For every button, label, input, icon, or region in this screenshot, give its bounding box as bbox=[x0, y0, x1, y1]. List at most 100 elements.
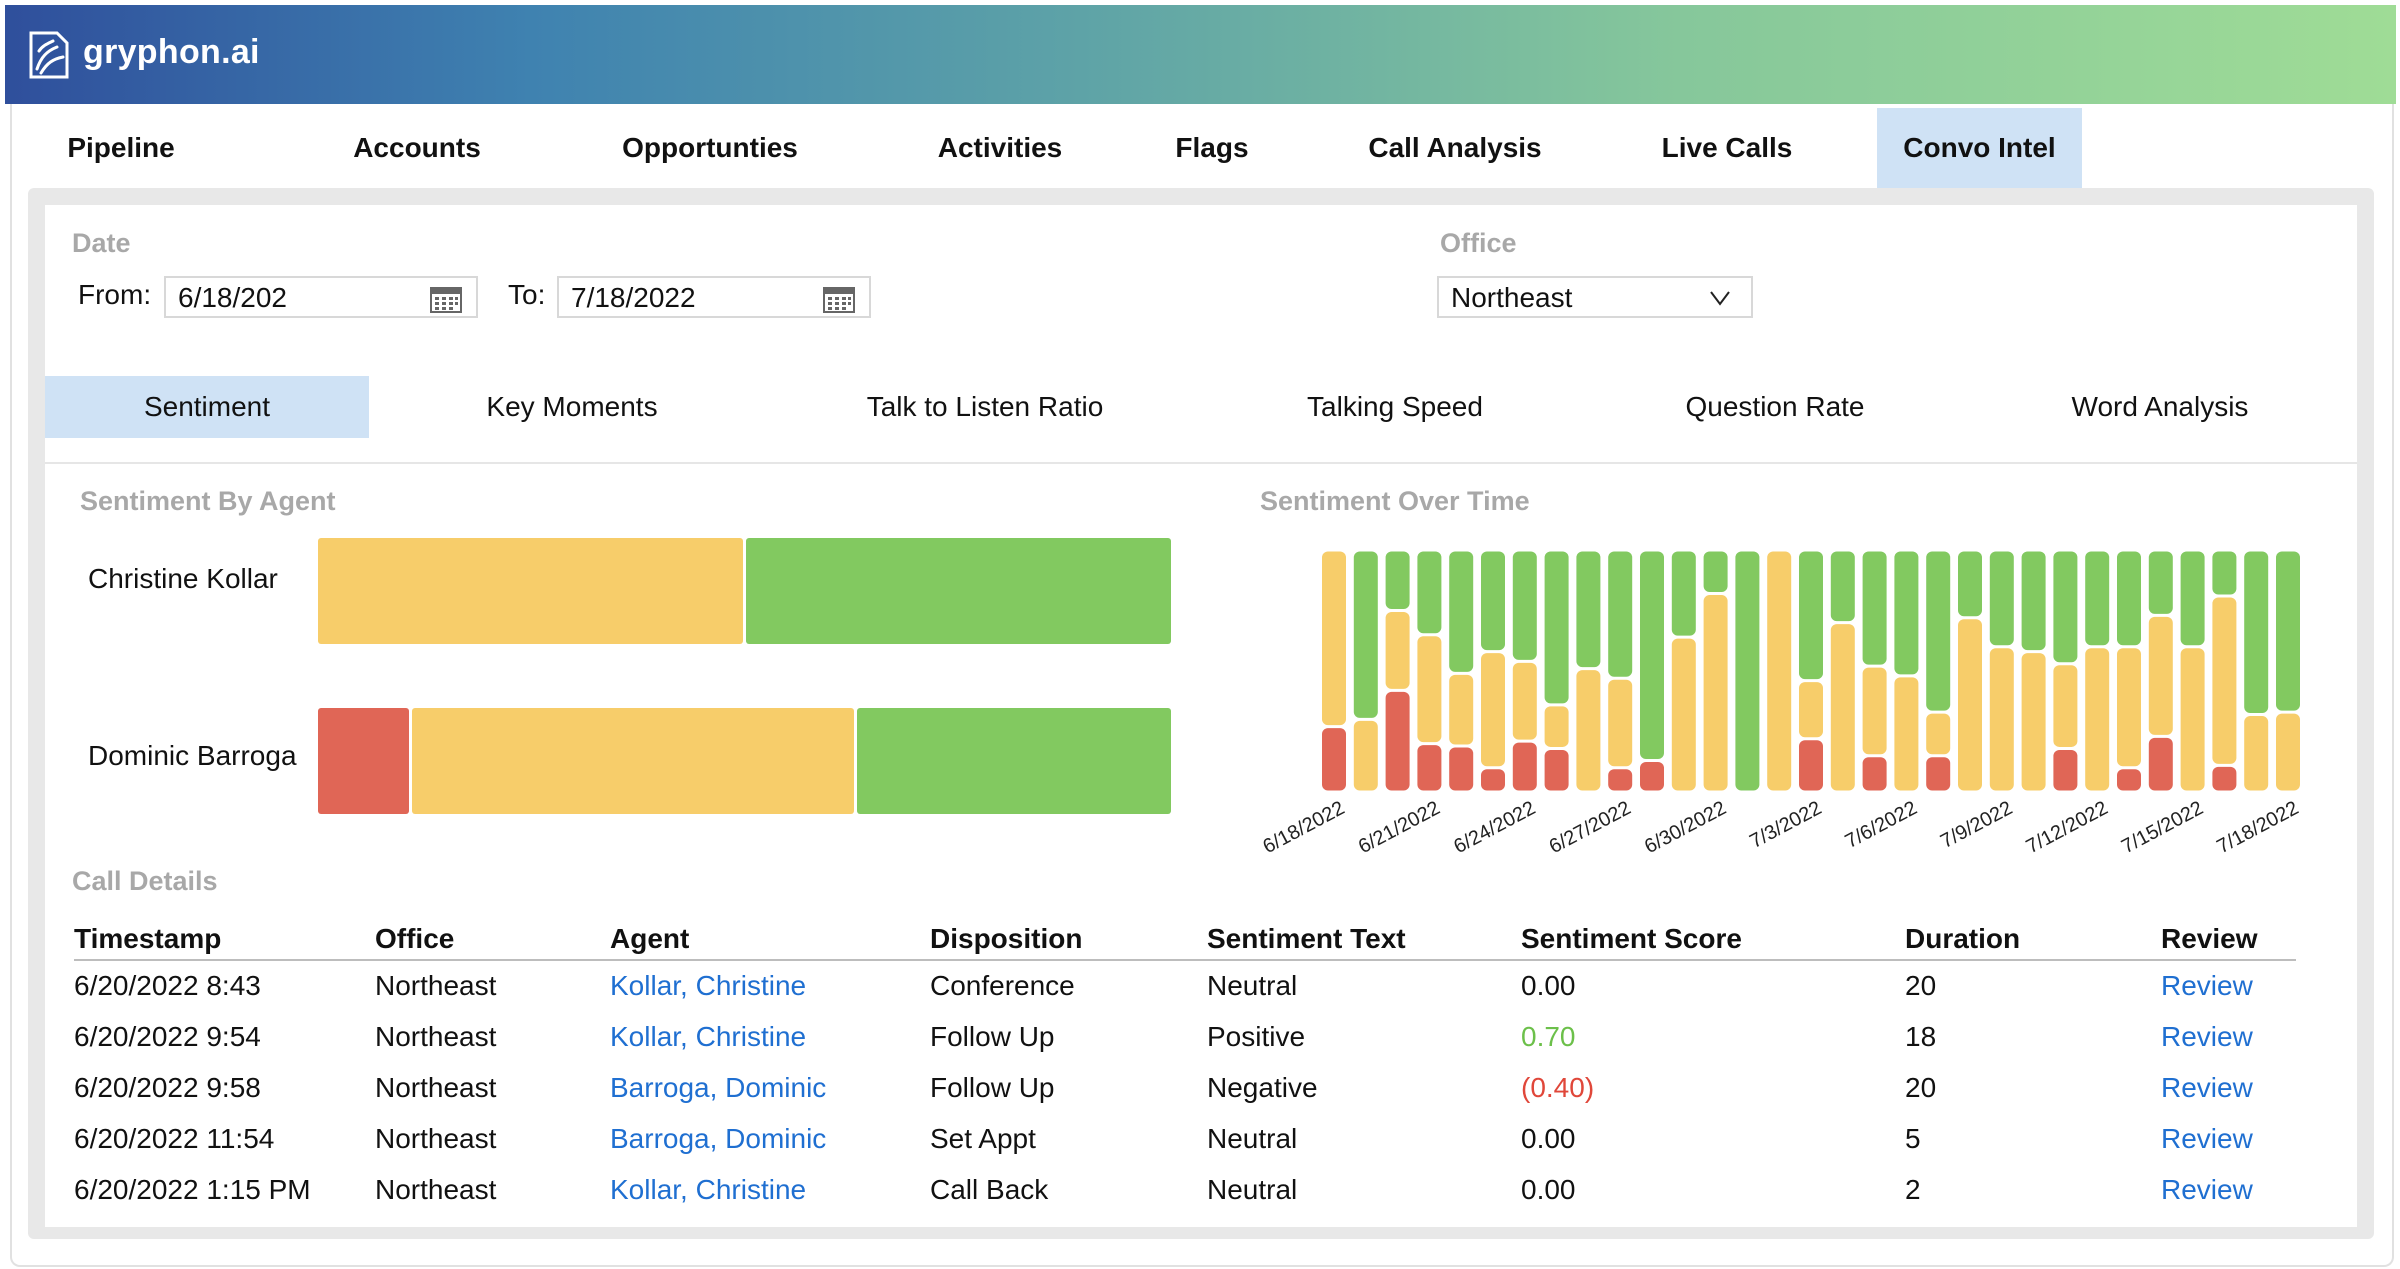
time-bar-positive-segment bbox=[1894, 551, 1919, 675]
x-tick-label: 6/30/2022 bbox=[1641, 797, 1730, 858]
review-link[interactable]: Review bbox=[2161, 1071, 2253, 1103]
subtab-talking-speed[interactable]: Talking Speed bbox=[1307, 391, 1483, 422]
table-row: 6/20/2022 8:43 Northeast Kollar, Christi… bbox=[74, 960, 2296, 1011]
tab-opportunities[interactable]: Opportunties bbox=[622, 132, 798, 163]
sentiment-score-cell: 0.00 bbox=[1521, 1173, 1576, 1205]
column-header: Sentiment Score bbox=[1521, 918, 1905, 961]
time-bar-neutral-segment bbox=[2244, 716, 2269, 791]
disposition-cell: Call Back bbox=[930, 1173, 1049, 1205]
column-header: Disposition bbox=[930, 918, 1207, 961]
agent-link[interactable]: Kollar, Christine bbox=[610, 1173, 807, 1205]
time-bar-neutral-segment bbox=[1353, 720, 1378, 791]
tab-pipeline[interactable]: Pipeline bbox=[67, 132, 175, 163]
calendar-icon[interactable] bbox=[430, 285, 462, 313]
date-label: Date bbox=[72, 228, 131, 258]
tab-convo-intel[interactable]: Convo Intel bbox=[1877, 108, 2082, 188]
time-bar-positive-segment bbox=[1512, 551, 1537, 660]
agent-bar-negative-segment bbox=[318, 708, 410, 814]
time-bar-neutral-segment bbox=[1481, 653, 1505, 767]
time-bar-neutral-segment bbox=[1385, 612, 1410, 689]
time-bar-neutral-segment bbox=[2053, 665, 2078, 747]
timestamp-cell: 6/20/2022 1:15 PM bbox=[74, 1173, 311, 1205]
time-bar-positive-segment bbox=[2276, 551, 2300, 711]
table-row: 6/20/2022 1:15 PM Northeast Kollar, Chri… bbox=[74, 1164, 2296, 1215]
x-tick-label: 6/27/2022 bbox=[1546, 797, 1635, 858]
to-date-field[interactable]: 7/18/2022 bbox=[557, 276, 871, 318]
main-nav: Pipeline Accounts Opportunties Activitie… bbox=[12, 108, 2392, 188]
time-bar-positive-segment bbox=[1544, 551, 1569, 704]
time-bar-neutral-segment bbox=[1894, 677, 1919, 791]
timestamp-cell: 6/20/2022 8:43 bbox=[74, 970, 261, 1001]
subtab-question-rate[interactable]: Question Rate bbox=[1685, 391, 1865, 422]
review-link[interactable]: Review bbox=[2161, 1122, 2253, 1154]
sentiment-text-cell: Neutral bbox=[1207, 1122, 1298, 1154]
time-bar-positive-segment bbox=[1989, 551, 2014, 646]
review-link[interactable]: Review bbox=[2161, 970, 2253, 1001]
subtab-word-analysis[interactable]: Word Analysis bbox=[2071, 391, 2249, 422]
column-header: Duration bbox=[1905, 918, 2161, 961]
time-bar-positive-segment bbox=[2117, 551, 2141, 646]
x-tick-label: 7/15/2022 bbox=[2118, 797, 2207, 858]
sentiment-score-cell: (0.40) bbox=[1521, 1071, 1595, 1103]
sentiment-score-cell: 0.00 bbox=[1521, 970, 1576, 1001]
subtab-key-moments[interactable]: Key Moments bbox=[486, 391, 658, 422]
x-tick-label: 7/12/2022 bbox=[2023, 797, 2112, 858]
agent-label-christine: Christine Kollar bbox=[88, 563, 278, 594]
x-tick-label: 6/21/2022 bbox=[1355, 797, 1444, 858]
chevron-down-icon bbox=[1710, 291, 1730, 306]
time-bar-negative-segment bbox=[1544, 749, 1569, 791]
agent-link[interactable]: Barroga, Dominic bbox=[610, 1071, 827, 1103]
duration-cell: 20 bbox=[1905, 970, 1937, 1001]
sentiment-over-time-chart: 6/18/2022 6/21/2022 6/24/2022 6/27/2022 6/30… bbox=[1259, 551, 2302, 858]
time-bar-neutral-segment bbox=[2117, 648, 2141, 767]
subtab-talk-listen-ratio[interactable]: Talk to Listen Ratio bbox=[866, 391, 1104, 422]
time-bar-neutral-segment bbox=[1926, 713, 1951, 755]
x-tick-label: 6/18/2022 bbox=[1259, 797, 1348, 858]
time-bar-neutral-segment bbox=[1322, 551, 1346, 726]
subtab-sentiment[interactable]: Sentiment bbox=[45, 376, 369, 438]
time-bar-positive-segment bbox=[1640, 551, 1664, 760]
table-row: 6/20/2022 9:58 Northeast Barroga, Domini… bbox=[74, 1062, 2296, 1113]
tab-activities[interactable]: Activities bbox=[937, 132, 1063, 163]
tab-live-calls[interactable]: Live Calls bbox=[1661, 132, 1793, 163]
timestamp-cell: 6/20/2022 9:58 bbox=[74, 1071, 261, 1103]
brand-name: gryphon.ai bbox=[83, 33, 260, 71]
calendar-icon[interactable] bbox=[823, 285, 855, 313]
sentiment-by-agent-title: Sentiment By Agent bbox=[80, 486, 336, 516]
agent-bar-neutral-segment bbox=[412, 708, 855, 814]
office-select[interactable]: Northeast bbox=[1437, 276, 1753, 318]
time-bar-positive-segment bbox=[1703, 551, 1728, 593]
sentiment-text-cell: Neutral bbox=[1207, 1173, 1298, 1205]
time-bar-positive-segment bbox=[1671, 551, 1696, 636]
time-bar-neutral-segment bbox=[2148, 616, 2173, 735]
to-date-value: 7/18/2022 bbox=[571, 282, 696, 313]
time-bar-neutral-segment bbox=[1576, 670, 1601, 791]
x-tick-label: 7/9/2022 bbox=[1937, 797, 2016, 853]
time-bar-positive-segment bbox=[2180, 551, 2205, 646]
review-link[interactable]: Review bbox=[2161, 1020, 2253, 1052]
time-bar-positive-segment bbox=[1576, 551, 1601, 668]
tab-call-analysis[interactable]: Call Analysis bbox=[1368, 132, 1542, 163]
time-bar-negative-segment bbox=[1385, 691, 1410, 791]
disposition-cell: Set Appt bbox=[930, 1122, 1036, 1154]
tab-accounts[interactable]: Accounts bbox=[353, 132, 481, 163]
agent-link[interactable]: Kollar, Christine bbox=[610, 1020, 807, 1052]
time-bar-positive-segment bbox=[1799, 551, 1823, 680]
to-label: To: bbox=[508, 279, 546, 310]
time-bar-neutral-segment bbox=[2021, 653, 2046, 791]
agent-link[interactable]: Kollar, Christine bbox=[610, 970, 807, 1001]
time-bar-positive-segment bbox=[2244, 551, 2269, 714]
agent-label-dominic: Dominic Barroga bbox=[88, 740, 297, 771]
agent-bar-neutral-segment bbox=[318, 538, 743, 644]
from-date-field[interactable]: 6/18/202 bbox=[164, 276, 478, 318]
time-bar-negative-segment bbox=[1862, 757, 1887, 791]
tab-flags[interactable]: Flags bbox=[1175, 132, 1249, 163]
time-bar-positive-segment bbox=[2021, 551, 2046, 651]
call-details-table: Timestamp Office Agent Disposition Senti… bbox=[74, 918, 2296, 1215]
review-link[interactable]: Review bbox=[2161, 1173, 2253, 1205]
time-bar-negative-segment bbox=[1322, 728, 1346, 791]
sentiment-text-cell: Neutral bbox=[1207, 970, 1298, 1001]
time-bar-positive-segment bbox=[1926, 551, 1951, 711]
time-bar-negative-segment bbox=[1608, 769, 1633, 791]
agent-link[interactable]: Barroga, Dominic bbox=[610, 1122, 827, 1154]
